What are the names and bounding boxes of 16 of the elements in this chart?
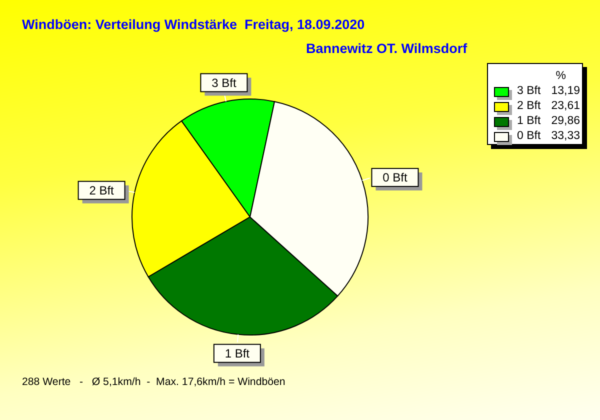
slice-label: 2 Bft bbox=[89, 184, 115, 198]
data-label: 29,86 bbox=[550, 114, 580, 129]
text: 288 Werte - Ø 5,1km/h - Max. 17,6km/h = Windböen bbox=[22, 376, 286, 388]
chart-subtitle: Bannewitz OT. Wilmsdorf bbox=[306, 41, 468, 56]
slice-label: 3 Bft bbox=[212, 76, 237, 90]
legend-label: 1 Bft bbox=[517, 114, 542, 129]
legend-label: 3 Bft bbox=[517, 84, 542, 99]
data-label: 33,33 bbox=[550, 129, 580, 144]
data-label: 13,19 bbox=[550, 84, 580, 99]
slice-label: 0 Bft bbox=[382, 170, 408, 185]
legend-label: 0 Bft bbox=[517, 129, 542, 144]
chart-title: Windböen: Verteilung Windstärke Freitag, 18.09.2020 bbox=[22, 17, 365, 32]
data-label: 23,61 bbox=[550, 99, 580, 114]
legend-title: % bbox=[554, 69, 567, 84]
legend-label: 2 Bft bbox=[517, 99, 542, 114]
slice-label: 1 Bft bbox=[224, 346, 250, 361]
